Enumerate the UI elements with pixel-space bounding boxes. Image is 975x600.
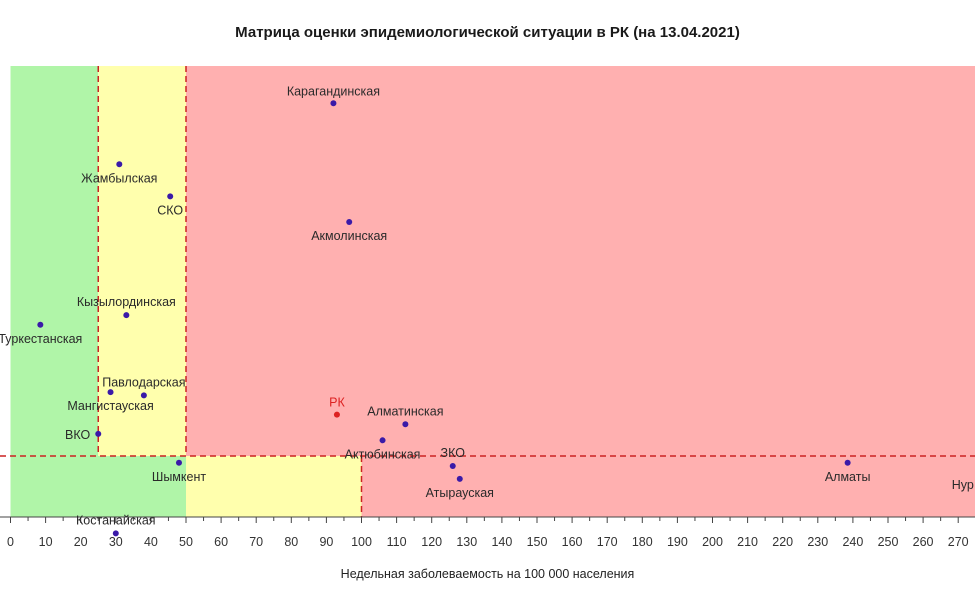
zone-lower-red <box>361 456 975 517</box>
x-tick-label: 40 <box>144 535 158 549</box>
data-point <box>346 219 353 226</box>
data-point <box>333 411 340 418</box>
data-label: РК <box>329 396 345 410</box>
zone-upper-red <box>186 66 975 456</box>
data-point <box>449 462 456 469</box>
x-tick-label: 130 <box>456 535 477 549</box>
data-point <box>116 161 123 168</box>
data-points <box>37 100 851 537</box>
data-point <box>330 100 337 107</box>
risk-zones <box>10 66 975 517</box>
x-tick-label: 210 <box>737 535 758 549</box>
data-point <box>107 389 114 396</box>
x-tick-label: 10 <box>39 535 53 549</box>
threshold-lines <box>0 66 975 517</box>
data-label: Кызылординская <box>77 295 176 309</box>
data-point <box>140 392 147 399</box>
data-point <box>456 475 463 482</box>
x-tick-label: 140 <box>491 535 512 549</box>
data-label: Акмолинская <box>311 229 387 243</box>
data-point <box>175 459 182 466</box>
data-label: Жамбылская <box>81 171 157 185</box>
x-tick-label: 250 <box>878 535 899 549</box>
x-tick-label: 240 <box>842 535 863 549</box>
data-label: Нур <box>952 478 974 492</box>
data-point <box>379 437 386 444</box>
x-tick-label: 50 <box>179 535 193 549</box>
data-point <box>402 421 409 428</box>
x-tick-label: 180 <box>632 535 653 549</box>
data-label: Карагандинская <box>287 84 380 98</box>
data-label: СКО <box>157 203 183 217</box>
x-tick-label: 30 <box>109 535 123 549</box>
x-tick-label: 0 <box>7 535 14 549</box>
x-axis-label: Недельная заболеваемость на 100 000 насе… <box>340 567 635 581</box>
x-tick-label: 20 <box>74 535 88 549</box>
x-tick-label: 120 <box>421 535 442 549</box>
data-point <box>95 430 102 437</box>
x-tick-label: 170 <box>597 535 618 549</box>
x-tick-label: 230 <box>807 535 828 549</box>
data-label: ВКО <box>65 428 90 442</box>
x-axis: 0 10 20 30 40 50 60 70 80 90 100 110 120 130 140 150 160… <box>0 516 975 549</box>
x-tick-label: 150 <box>527 535 548 549</box>
data-point <box>112 530 119 537</box>
x-tick-label: 260 <box>913 535 934 549</box>
data-point <box>37 321 44 328</box>
x-tick-label: 110 <box>387 535 407 549</box>
x-tick-label: 160 <box>562 535 583 549</box>
data-label: Актюбинская <box>345 447 421 461</box>
data-label: Алматы <box>825 470 871 484</box>
data-label: Павлодарская <box>102 375 185 389</box>
data-label: Мангистауская <box>67 399 153 413</box>
data-point <box>123 312 130 319</box>
data-label: ЗКО <box>441 446 466 460</box>
data-label: Алматинская <box>367 404 443 418</box>
data-label: Костанайская <box>76 513 156 527</box>
data-label: Атырауская <box>426 486 494 500</box>
x-tick-label: 220 <box>772 535 793 549</box>
zone-lower-green <box>10 456 186 517</box>
chart-title: Матрица оценки эпидемиологической ситуац… <box>235 24 740 41</box>
x-tick-label: 190 <box>667 535 688 549</box>
data-point <box>844 459 851 466</box>
data-label: Туркестанская <box>0 332 82 346</box>
x-tick-label: 270 <box>948 535 969 549</box>
x-tick-label: 80 <box>284 535 298 549</box>
x-tick-label: 60 <box>214 535 228 549</box>
point-labels: Карагандинская Жамбылская СКО Акмолинская Кы… <box>0 84 974 527</box>
zone-upper-green <box>10 66 99 456</box>
x-tick-label: 100 <box>351 535 372 549</box>
data-label: Шымкент <box>152 470 206 484</box>
x-tick-label: 90 <box>319 535 333 549</box>
x-tick-label: 70 <box>249 535 263 549</box>
data-point <box>167 193 174 200</box>
zone-lower-yellow <box>186 456 362 517</box>
x-tick-label: 200 <box>702 535 723 549</box>
